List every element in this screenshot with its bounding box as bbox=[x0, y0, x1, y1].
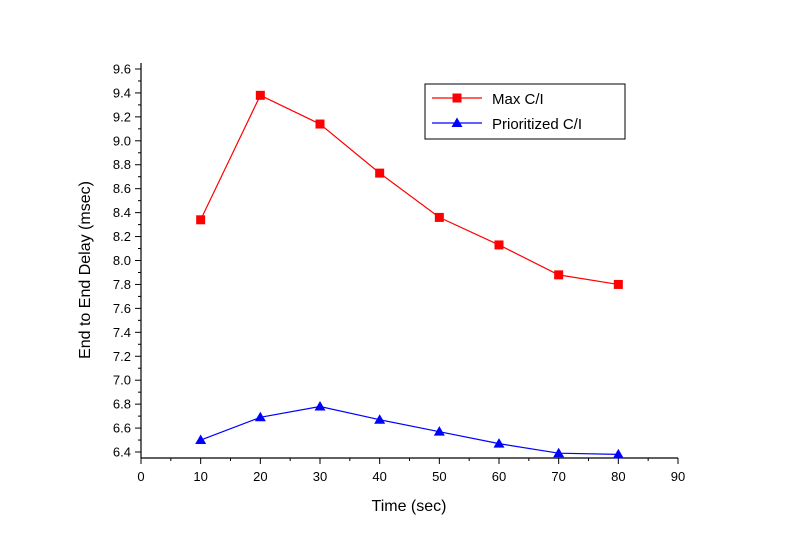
x-axis-title: Time (sec) bbox=[372, 498, 447, 515]
legend-label-prioritized-ci: Prioritized C/I bbox=[492, 116, 582, 133]
y-tick-label: 8.4 bbox=[113, 205, 131, 220]
y-tick-label: 9.6 bbox=[113, 61, 131, 76]
data-point-max-c-i bbox=[255, 90, 265, 100]
y-tick-label: 6.6 bbox=[113, 421, 131, 436]
y-tick-label: 7.2 bbox=[113, 349, 131, 364]
series-line-max-c-i bbox=[200, 94, 619, 286]
y-tick-label: 9.0 bbox=[113, 133, 131, 148]
data-point-max-c-i bbox=[494, 240, 504, 250]
data-point-prioritized-c-i bbox=[195, 434, 207, 445]
y-axis-title: End to End Delay (msec) bbox=[77, 181, 94, 359]
y-tick-label: 6.4 bbox=[113, 445, 131, 460]
legend-box bbox=[424, 83, 626, 140]
x-tick-label: 90 bbox=[671, 469, 685, 484]
x-tick-label: 30 bbox=[313, 469, 327, 484]
legend: Max C/I Prioritized C/I bbox=[424, 83, 626, 140]
data-point-max-c-i bbox=[613, 279, 623, 289]
x-tick-label: 80 bbox=[611, 469, 625, 484]
axes: 0 10 20 30 40 50 60 70 80 90 6.4 6.6 6.8 7.0 7.2 7.4 7.6… bbox=[113, 61, 685, 484]
x-tick-label: 20 bbox=[253, 469, 267, 484]
y-tick-label: 7.8 bbox=[113, 277, 131, 292]
data-point-max-c-i bbox=[315, 119, 325, 129]
x-tick-label: 40 bbox=[372, 469, 386, 484]
y-tick-label: 8.6 bbox=[113, 181, 131, 196]
x-tick-label: 50 bbox=[432, 469, 446, 484]
data-point-prioritized-c-i bbox=[314, 401, 326, 411]
data-point-prioritized-c-i bbox=[612, 448, 624, 459]
x-tick-label: 10 bbox=[193, 469, 207, 484]
y-tick-label: 9.2 bbox=[113, 109, 131, 124]
y-tick-label: 7.0 bbox=[113, 373, 131, 388]
y-tick-label: 7.4 bbox=[113, 325, 131, 340]
y-tick-label: 8.8 bbox=[113, 157, 131, 172]
data-point-prioritized-c-i bbox=[493, 438, 505, 448]
series-layer bbox=[195, 90, 624, 459]
y-tick-label: 6.8 bbox=[113, 397, 131, 412]
data-point-prioritized-c-i bbox=[433, 426, 445, 436]
series-line-prioritized-c-i bbox=[200, 405, 619, 456]
y-tick-label: 8.0 bbox=[113, 253, 131, 268]
legend-marker-square bbox=[452, 93, 462, 103]
legend-label-max-ci: Max C/I bbox=[492, 91, 544, 108]
data-point-max-c-i bbox=[554, 270, 564, 280]
y-tick-label: 9.4 bbox=[113, 85, 131, 100]
data-point-prioritized-c-i bbox=[553, 447, 565, 458]
data-point-prioritized-c-i bbox=[254, 411, 266, 422]
legend-marker-triangle bbox=[451, 117, 463, 127]
y-tick-label: 7.6 bbox=[113, 301, 131, 316]
data-point-prioritized-c-i bbox=[374, 414, 386, 424]
x-tick-label: 0 bbox=[137, 469, 144, 484]
data-point-max-c-i bbox=[196, 215, 206, 225]
x-tick-label: 60 bbox=[492, 469, 506, 484]
x-tick-label: 70 bbox=[551, 469, 565, 484]
y-tick-label: 8.2 bbox=[113, 229, 131, 244]
data-point-max-c-i bbox=[434, 212, 444, 222]
data-point-max-c-i bbox=[375, 168, 385, 178]
